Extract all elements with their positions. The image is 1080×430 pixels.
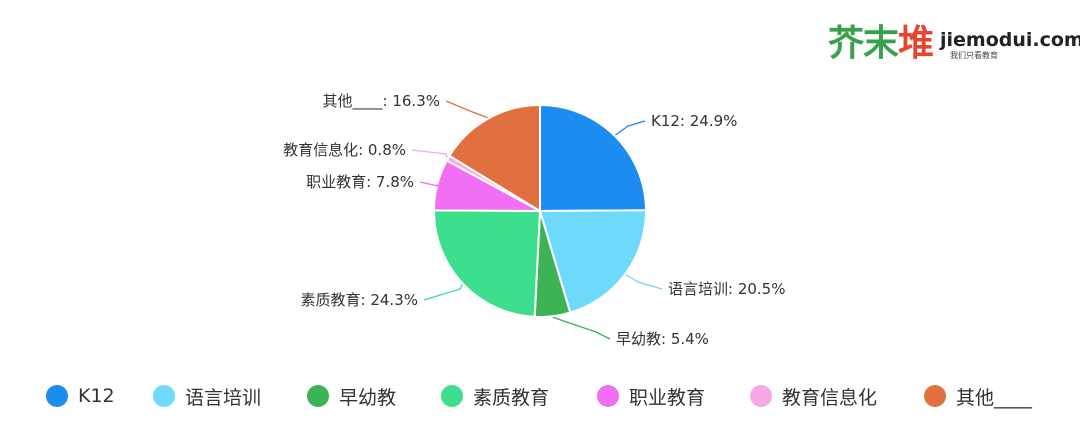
logo-cn-part2: 堆	[898, 23, 934, 64]
slice-data-label-4: 职业教育: 7.8%	[306, 173, 414, 191]
logo-cn-part1: 芥末	[828, 23, 899, 64]
legend-label: 职业教育	[629, 386, 706, 409]
slice-leader-line-2	[552, 316, 611, 340]
pie-slice-1	[538, 209, 647, 314]
slice-data-label-3: 素质教育: 24.3%	[301, 291, 418, 309]
legend-swatch-icon	[924, 385, 946, 407]
logo-domain: jiemodui.com	[940, 29, 1080, 51]
legend-item-2[interactable]: 早幼教	[307, 378, 396, 414]
chart-legend: K12 语言培训 早幼教 素质教育 职业教育 教育信息化 其他____	[0, 378, 1080, 414]
pie-slice-0	[539, 103, 648, 213]
logo-slogan: 我们只看教育	[950, 51, 998, 60]
slice-leader-line-5	[411, 149, 448, 158]
legend-swatch-icon	[307, 385, 329, 407]
slice-leader-line-6	[445, 100, 488, 119]
slice-leader-line-1	[625, 274, 663, 290]
legend-item-0[interactable]: K12	[46, 378, 115, 414]
legend-label: 语言培训	[185, 386, 262, 409]
legend-label: 其他____	[956, 386, 1033, 409]
legend-swatch-icon	[46, 385, 68, 407]
slice-leader-line-4	[419, 181, 441, 188]
legend-label: 早幼教	[339, 386, 397, 409]
slice-leader-line-0	[615, 120, 646, 136]
legend-item-5[interactable]: 教育信息化	[750, 378, 877, 414]
legend-label: 教育信息化	[782, 386, 878, 409]
pie-slice-3	[433, 209, 542, 318]
legend-swatch-icon	[153, 385, 175, 407]
legend-item-6[interactable]: 其他____	[924, 378, 1032, 414]
legend-swatch-icon	[441, 385, 463, 407]
pie-slice-6	[448, 103, 541, 213]
logo-chinese-text: 芥末堆	[828, 22, 934, 66]
slice-data-label-6: 其他____: 16.3%	[323, 92, 440, 111]
legend-item-3[interactable]: 素质教育	[441, 378, 549, 414]
legend-item-1[interactable]: 语言培训	[153, 378, 261, 414]
slice-data-label-0: K12: 24.9%	[651, 112, 737, 130]
slice-data-label-2: 早幼教: 5.4%	[616, 330, 709, 348]
legend-item-4[interactable]: 职业教育	[597, 378, 705, 414]
legend-swatch-icon	[597, 385, 619, 407]
slice-data-label-5: 教育信息化: 0.8%	[283, 141, 406, 159]
slice-data-label-1: 语言培训: 20.5%	[668, 280, 785, 298]
legend-swatch-icon	[750, 385, 772, 407]
legend-label: K12	[78, 385, 115, 407]
slice-leader-line-3	[423, 284, 463, 301]
legend-label: 素质教育	[473, 386, 550, 409]
